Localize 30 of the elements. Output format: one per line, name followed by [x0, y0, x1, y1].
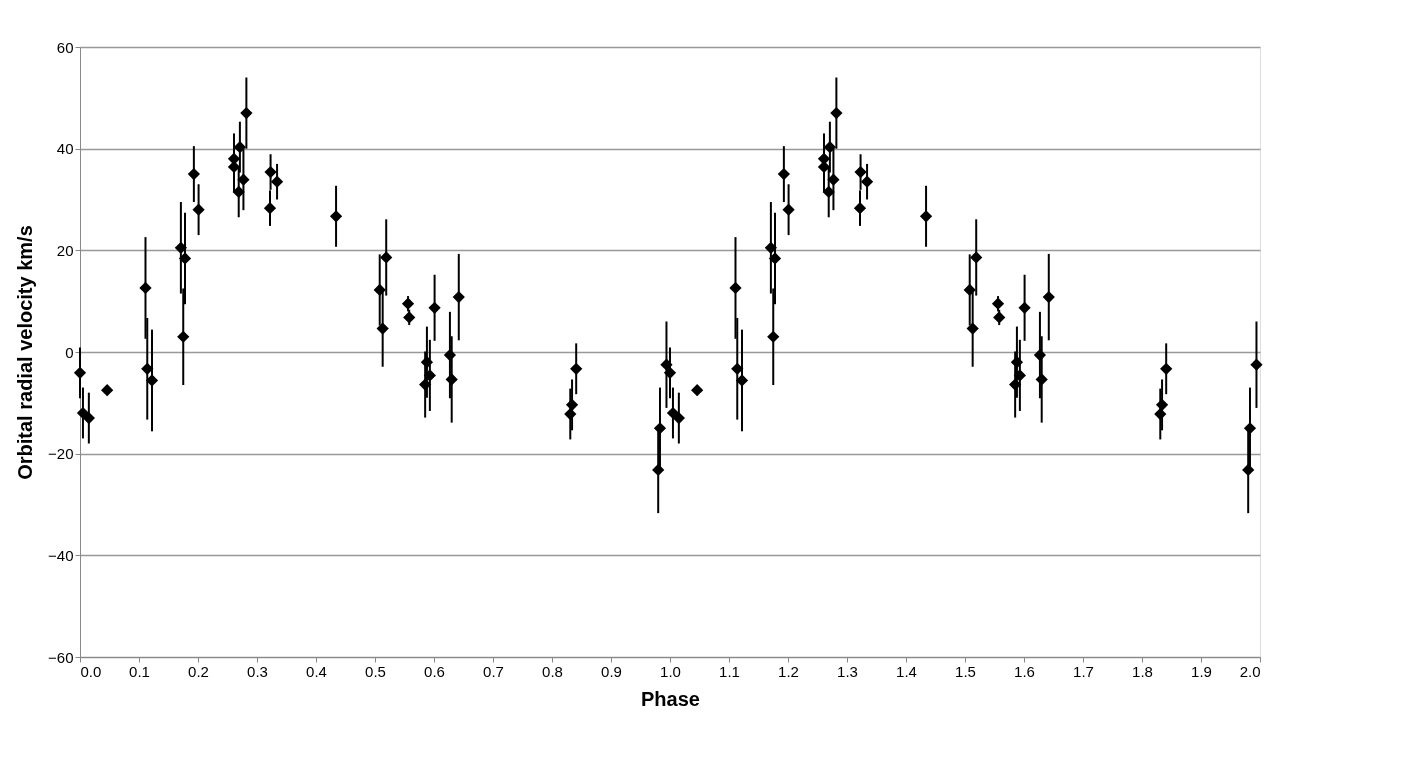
x-tick-label: 2.0 [1239, 662, 1261, 680]
x-tick-label: 0.9 [601, 662, 622, 680]
x-tick-label: 1.8 [1132, 662, 1153, 680]
x-tick-label: 0.3 [247, 662, 268, 680]
x-tick-label: 0.8 [542, 662, 563, 680]
x-tick-label: 0.4 [306, 662, 327, 680]
x-axis-title: Phase [641, 687, 700, 710]
x-tick-label: 1.1 [719, 662, 740, 680]
x-tick-label: 1.4 [896, 662, 917, 680]
y-tick-label: 40 [56, 140, 74, 158]
x-tick-label: 0.5 [365, 662, 386, 680]
x-tick-label: 1.7 [1073, 662, 1094, 680]
y-tick-label: 0 [65, 343, 74, 361]
x-tick-label: 0.2 [188, 662, 209, 680]
x-tick-label: 1.3 [837, 662, 858, 680]
y-tick-label: −40 [48, 546, 74, 564]
x-tick-label: 0.0 [80, 662, 102, 680]
y-axis-title: Orbital radial velocity km/s [14, 225, 37, 480]
x-tick-label: 1.5 [955, 662, 976, 680]
x-tick-label: 1.2 [778, 662, 799, 680]
y-tick-label: 20 [56, 241, 74, 259]
x-tick-label: 0.1 [129, 662, 150, 680]
y-tick-label: −20 [48, 445, 74, 463]
x-tick-label: 0.7 [483, 662, 504, 680]
x-tick-label: 1.6 [1014, 662, 1035, 680]
y-tick-label: −60 [48, 648, 74, 666]
x-tick-label: 0.6 [424, 662, 445, 680]
x-tick-label: 1.0 [660, 662, 681, 680]
y-tick-label: 60 [56, 38, 74, 56]
x-tick-label: 1.9 [1191, 662, 1212, 680]
